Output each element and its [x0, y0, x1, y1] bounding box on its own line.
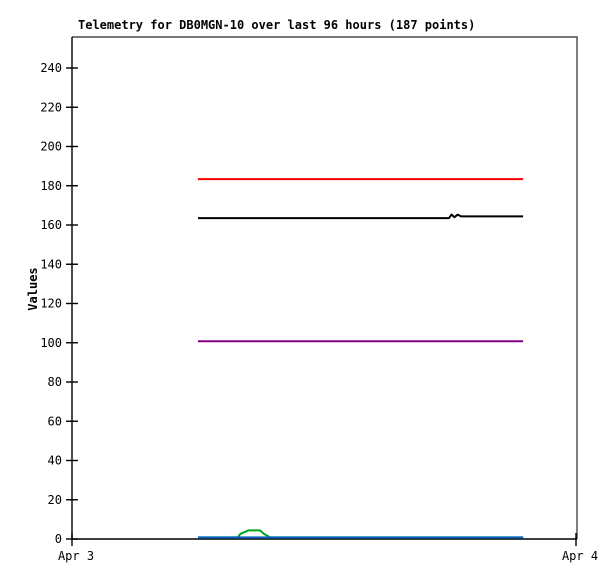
x-tick-label: Apr 4 [562, 549, 598, 563]
x-tick-label: Apr 3 [58, 549, 94, 563]
series-line-channel-green [198, 529, 524, 539]
y-tick-label: 60 [48, 414, 62, 428]
y-tick-label: 200 [40, 140, 62, 154]
y-tick-label: 120 [40, 297, 62, 311]
y-tick-label: 220 [40, 100, 62, 114]
y-tick-label: 20 [48, 493, 62, 507]
y-tick-label: 140 [40, 257, 62, 271]
plot-axes [71, 37, 577, 540]
y-tick-label: 80 [48, 375, 62, 389]
y-tick-label: 160 [40, 218, 62, 232]
y-tick-label: 180 [40, 179, 62, 193]
plot-frame [72, 36, 578, 539]
y-tick-label: 100 [40, 336, 62, 350]
series-line-channel-black [198, 213, 524, 220]
y-tick-label: 0 [55, 532, 62, 546]
y-tick-label: 40 [48, 454, 62, 468]
chart-title: Telemetry for DB0MGN-10 over last 96 hou… [78, 18, 476, 32]
y-tick-label: 240 [40, 61, 62, 75]
